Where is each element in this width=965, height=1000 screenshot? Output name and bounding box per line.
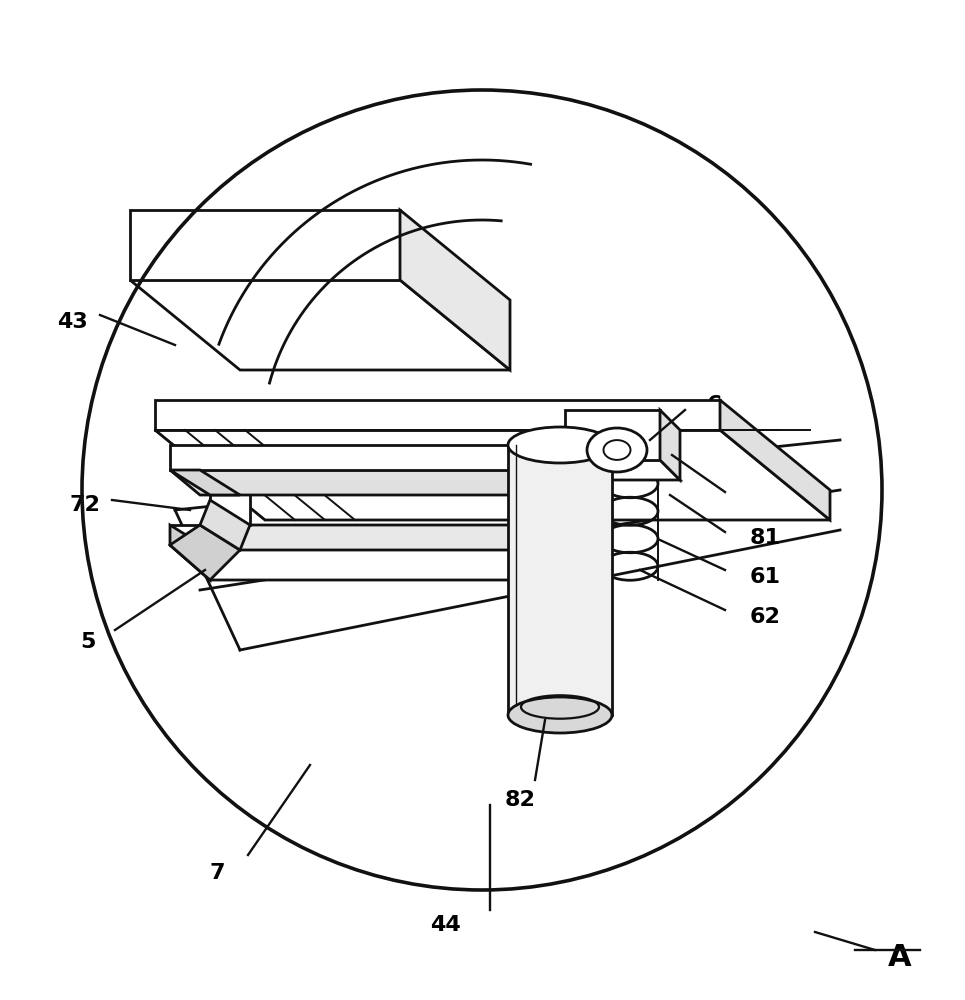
Text: 43: 43 <box>57 312 88 332</box>
Polygon shape <box>508 445 612 715</box>
Polygon shape <box>170 545 570 580</box>
Text: 62: 62 <box>750 607 781 627</box>
Polygon shape <box>210 525 560 550</box>
Polygon shape <box>130 280 510 370</box>
Polygon shape <box>170 525 210 580</box>
Text: 71: 71 <box>750 488 781 508</box>
Text: 81: 81 <box>750 528 781 548</box>
Text: 61: 61 <box>750 567 781 587</box>
Polygon shape <box>170 470 240 495</box>
Polygon shape <box>400 210 510 370</box>
Polygon shape <box>200 500 250 550</box>
Text: 6: 6 <box>707 395 723 415</box>
Polygon shape <box>170 470 565 495</box>
Text: 5: 5 <box>80 632 96 652</box>
Text: 82: 82 <box>505 790 536 810</box>
Polygon shape <box>155 430 830 520</box>
Polygon shape <box>210 470 250 525</box>
Ellipse shape <box>508 427 612 463</box>
Polygon shape <box>660 410 680 480</box>
Ellipse shape <box>587 428 647 472</box>
Text: 72: 72 <box>69 495 100 515</box>
Polygon shape <box>155 400 720 430</box>
Polygon shape <box>720 400 830 520</box>
Polygon shape <box>130 210 400 280</box>
Text: A: A <box>888 944 912 972</box>
Polygon shape <box>170 525 530 545</box>
Polygon shape <box>565 410 660 460</box>
Text: 7: 7 <box>209 863 225 883</box>
Polygon shape <box>170 525 240 580</box>
Polygon shape <box>170 445 535 470</box>
Ellipse shape <box>508 697 612 733</box>
Text: 44: 44 <box>429 915 460 935</box>
Polygon shape <box>565 460 680 480</box>
